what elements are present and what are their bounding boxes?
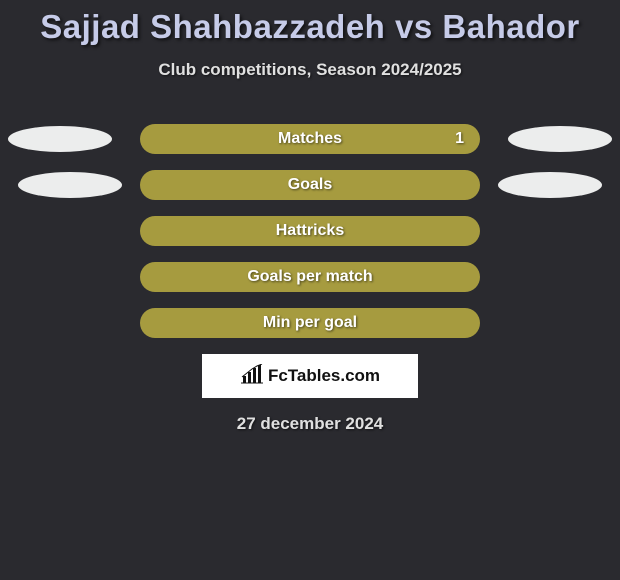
brand-text: FcTables.com xyxy=(268,366,380,386)
subtitle: Club competitions, Season 2024/2025 xyxy=(0,60,620,80)
bar-chart-icon xyxy=(240,364,264,389)
stat-row-min-per-goal: Min per goal xyxy=(0,308,620,338)
stat-bar: Matches 1 xyxy=(140,124,480,154)
stat-rows: Matches 1 Goals Hattricks Goals per matc… xyxy=(0,124,620,338)
right-value-ellipse xyxy=(498,172,602,198)
brand-badge: FcTables.com xyxy=(202,354,418,398)
stat-bar: Goals xyxy=(140,170,480,200)
stat-row-goals-per-match: Goals per match xyxy=(0,262,620,292)
comparison-card: Sajjad Shahbazzadeh vs Bahador Club comp… xyxy=(0,0,620,580)
stat-bar: Hattricks xyxy=(140,216,480,246)
stat-label: Goals xyxy=(288,176,332,193)
stat-label: Matches xyxy=(278,130,342,147)
stat-row-hattricks: Hattricks xyxy=(0,216,620,246)
stat-row-goals: Goals xyxy=(0,170,620,200)
stat-label: Min per goal xyxy=(263,314,357,331)
stat-label: Goals per match xyxy=(247,268,372,285)
date-label: 27 december 2024 xyxy=(0,414,620,434)
right-value-ellipse xyxy=(508,126,612,152)
left-value-ellipse xyxy=(18,172,122,198)
stat-row-matches: Matches 1 xyxy=(0,124,620,154)
left-value-ellipse xyxy=(8,126,112,152)
stat-bar: Min per goal xyxy=(140,308,480,338)
page-title: Sajjad Shahbazzadeh vs Bahador xyxy=(0,0,620,46)
stat-value-right: 1 xyxy=(455,124,464,154)
stat-bar: Goals per match xyxy=(140,262,480,292)
stat-label: Hattricks xyxy=(276,222,344,239)
